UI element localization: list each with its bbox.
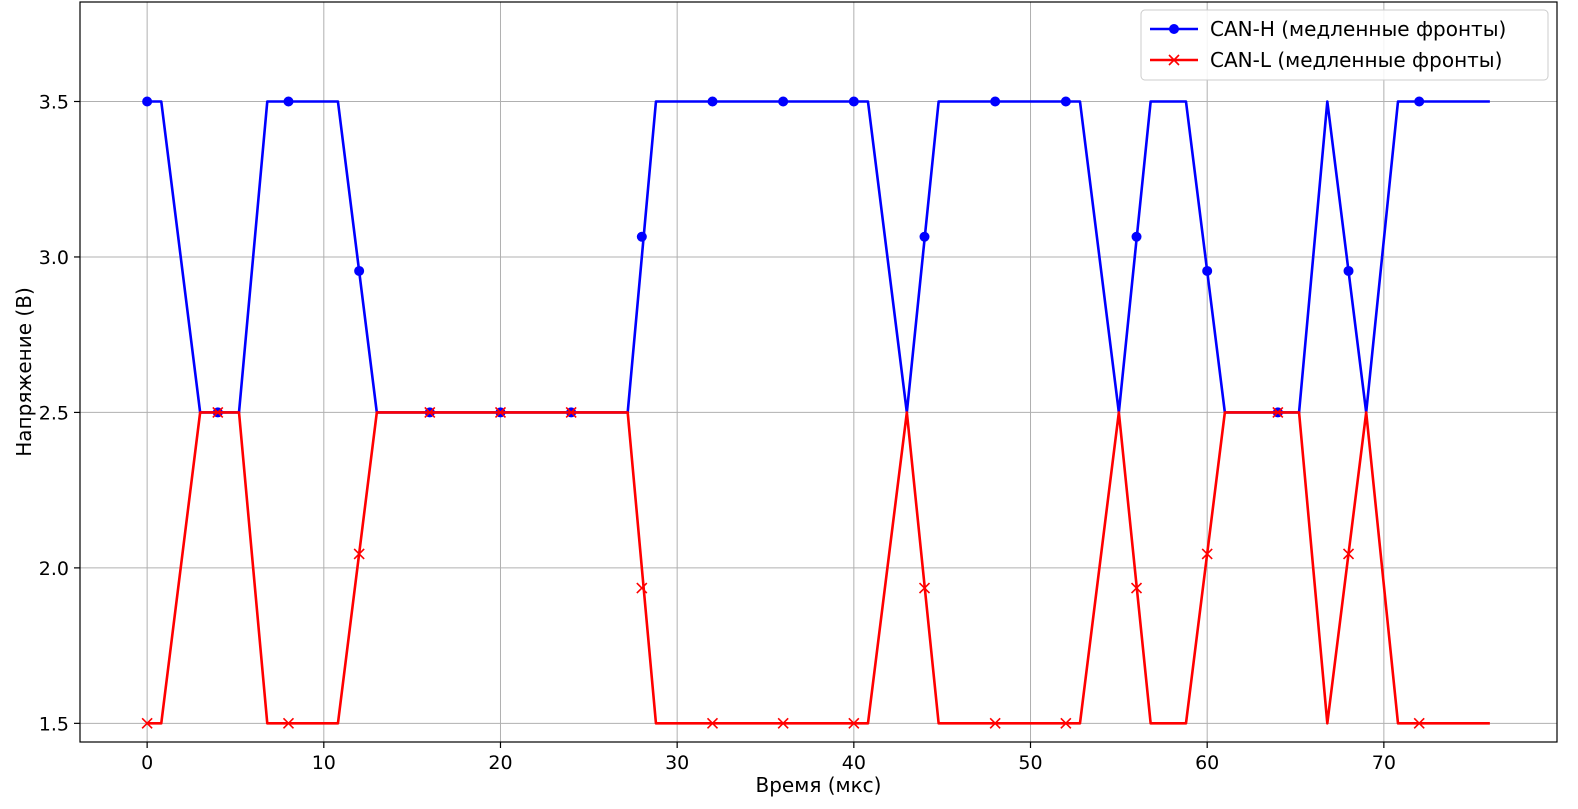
data-point — [212, 406, 224, 418]
data-point — [1343, 265, 1354, 276]
x-tick-label: 20 — [488, 752, 512, 774]
y-axis-label: Напряжение (В) — [12, 287, 36, 456]
series-line — [147, 100, 1490, 414]
data-point — [706, 717, 719, 729]
data-point — [1201, 548, 1213, 560]
data-point — [1130, 582, 1143, 594]
data-point — [1342, 548, 1355, 560]
data-point — [636, 231, 647, 242]
x-tick-label: 40 — [842, 752, 866, 774]
x-tick-label: 30 — [665, 752, 689, 774]
legend-label: CAN-H (медленные фронты) — [1210, 17, 1506, 41]
data-point — [1168, 54, 1180, 66]
data-point — [990, 96, 1001, 107]
y-tick-label: 1.5 — [39, 713, 69, 735]
data-point — [1414, 96, 1425, 107]
y-tick-label: 3.5 — [39, 91, 69, 113]
data-point — [1202, 265, 1213, 276]
data-point — [1413, 717, 1425, 729]
data-point — [636, 582, 648, 594]
data-point — [424, 406, 436, 418]
legend-entry-2: CAN-L (медленные фронты) — [1150, 48, 1502, 72]
series-2 — [141, 406, 1490, 729]
data-point — [989, 717, 1001, 729]
x-tick-label: 70 — [1372, 752, 1396, 774]
data-point — [1060, 96, 1071, 107]
legend-box — [1140, 9, 1549, 81]
data-point — [1169, 24, 1179, 34]
data-point — [142, 96, 153, 107]
data-point — [777, 717, 789, 729]
y-axis: 1.5 2.0 2.5 3.0 3.5 — [39, 91, 80, 735]
data-point — [848, 717, 860, 729]
data-point — [565, 406, 577, 418]
series-line — [147, 411, 1490, 725]
y-tick-label: 3.0 — [39, 247, 69, 269]
data-point — [778, 96, 789, 107]
x-tick-label: 60 — [1195, 752, 1219, 774]
legend: CAN-H (медленные фронты) CAN-L (медленные… — [1140, 9, 1549, 81]
data-point — [848, 96, 859, 107]
data-point — [919, 231, 930, 242]
legend-entry-1: CAN-H (медленные фронты) — [1150, 17, 1506, 41]
data-point — [282, 717, 295, 729]
series-layer — [141, 96, 1490, 729]
data-point — [1060, 717, 1072, 729]
x-tick-label: 50 — [1018, 752, 1042, 774]
data-point — [353, 548, 365, 560]
plot-frame — [79, 1, 1558, 743]
data-point — [707, 96, 718, 107]
data-point — [494, 406, 507, 418]
data-point — [918, 582, 931, 594]
x-axis: 0 10 20 30 40 50 60 70 — [141, 742, 1396, 774]
data-point — [283, 96, 294, 107]
data-point — [1272, 406, 1284, 418]
legend-label: CAN-L (медленные фронты) — [1210, 48, 1502, 72]
y-tick-label: 2.0 — [39, 558, 69, 580]
x-tick-label: 10 — [312, 752, 336, 774]
data-point — [141, 717, 153, 729]
x-axis-label: Время (мкс) — [756, 773, 882, 797]
x-tick-label: 0 — [141, 752, 153, 774]
data-point — [1131, 231, 1142, 242]
y-tick-label: 2.5 — [39, 402, 69, 424]
data-point — [354, 265, 365, 276]
